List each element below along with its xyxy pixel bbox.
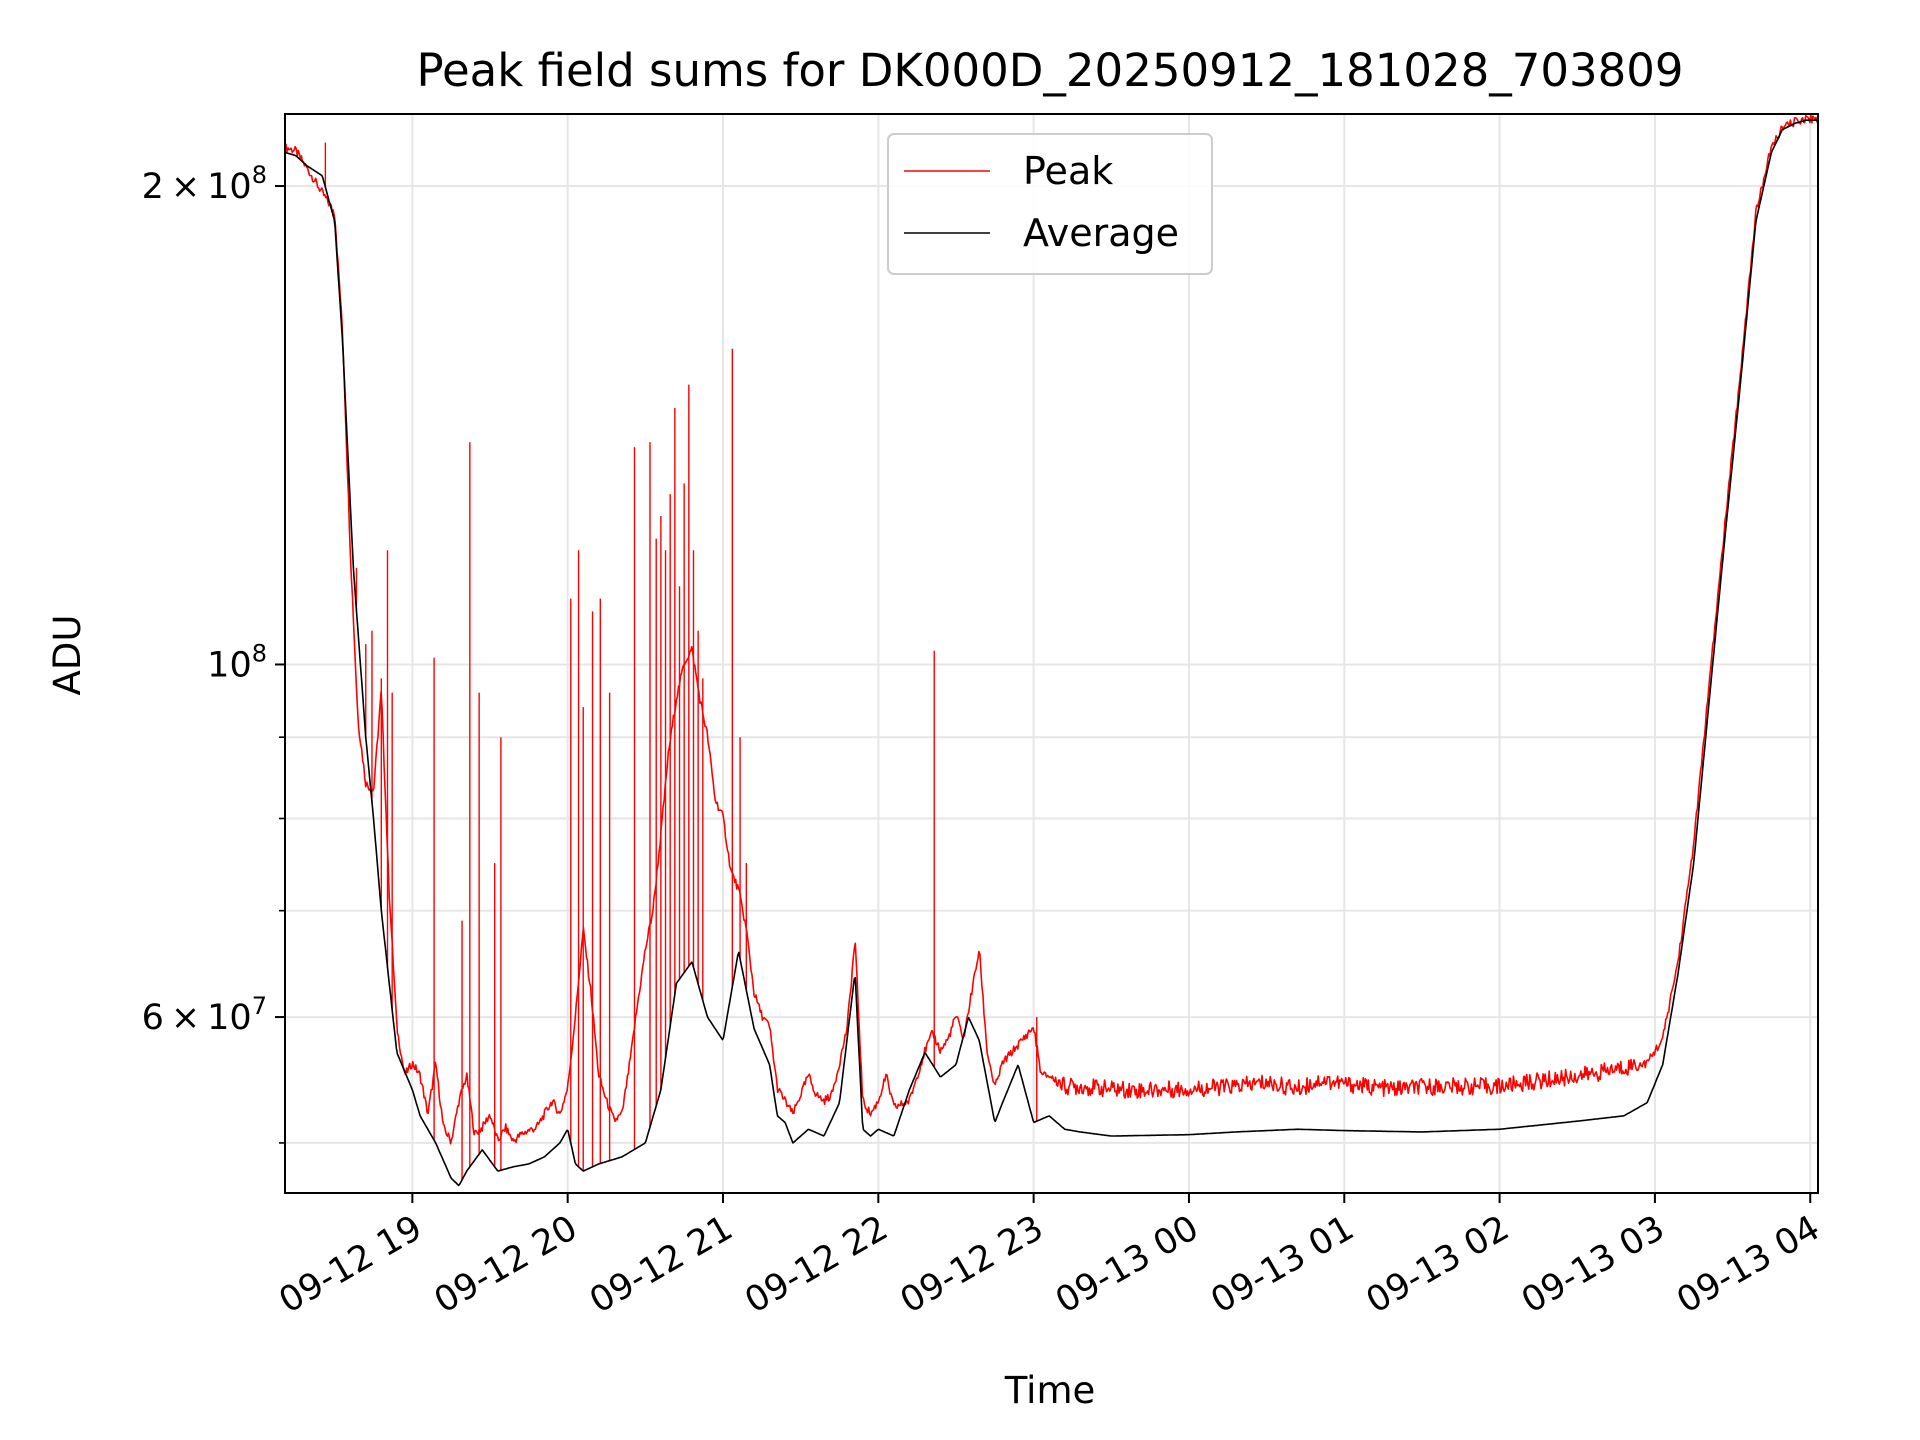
legend-box bbox=[887, 133, 1213, 275]
y-axis-ticks: 6 × 107 108 2 × 108 bbox=[142, 161, 285, 1144]
series-line-average bbox=[285, 119, 1818, 1187]
y-tick-label: 6 × 107 bbox=[142, 992, 267, 1038]
legend-label-average: Average bbox=[1023, 211, 1179, 255]
series-line-peak bbox=[285, 114, 1818, 1145]
grid-lines bbox=[285, 114, 1818, 1193]
peak-spikes bbox=[324, 142, 1038, 1180]
plot-frame bbox=[284, 113, 1819, 1194]
chart-title: Peak field sums for DK000D_20250912_1810… bbox=[416, 44, 1683, 97]
series-layer bbox=[285, 114, 1818, 1187]
y-tick-label: 2 × 108 bbox=[142, 161, 267, 207]
legend-label-peak: Peak bbox=[1023, 149, 1113, 193]
legend: Peak Average bbox=[887, 133, 1213, 275]
y-axis-label: ADU bbox=[46, 615, 89, 696]
y-tick-label: 108 bbox=[207, 639, 267, 685]
x-axis-label: Time bbox=[1004, 1369, 1096, 1412]
